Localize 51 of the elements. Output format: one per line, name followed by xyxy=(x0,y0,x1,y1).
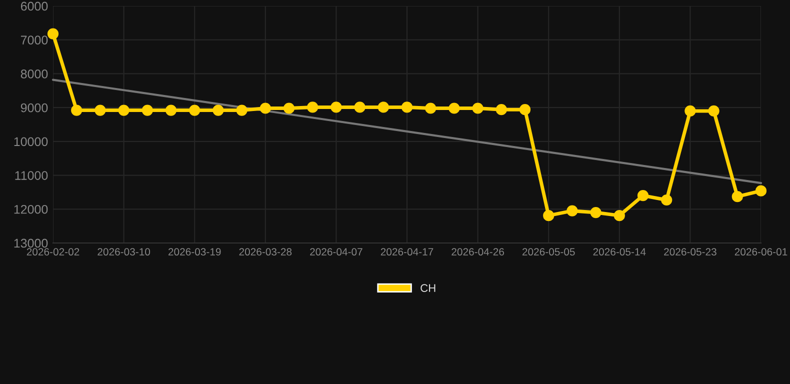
x-tick-label: 2026-03-19 xyxy=(168,248,221,256)
y-tick-label: 10000 xyxy=(14,137,48,146)
point xyxy=(661,194,672,206)
y-tick-label: 7000 xyxy=(20,36,48,45)
point xyxy=(378,102,389,113)
point xyxy=(71,104,82,116)
point xyxy=(142,104,153,116)
x-tick-label: 2026-03-10 xyxy=(98,248,150,256)
point xyxy=(47,28,59,40)
point xyxy=(448,102,460,114)
point xyxy=(732,191,743,202)
point xyxy=(566,205,578,216)
point xyxy=(283,102,295,114)
x-tick-label: 2026-05-05 xyxy=(522,248,575,256)
point xyxy=(614,210,625,222)
point xyxy=(519,104,531,116)
point xyxy=(260,102,271,114)
point xyxy=(425,102,436,114)
point xyxy=(590,206,602,218)
y-tick-label: 6000 xyxy=(20,2,48,11)
x-tick-label: 2026-04-07 xyxy=(310,248,362,256)
x-tick-label: 2026-04-26 xyxy=(452,248,504,256)
legend-label: CH xyxy=(420,284,436,292)
point xyxy=(165,104,177,116)
point xyxy=(755,185,767,196)
point xyxy=(401,102,413,113)
y-tick-label: 11000 xyxy=(15,171,48,180)
point xyxy=(307,102,318,113)
y-tick-label: 8000 xyxy=(20,70,48,78)
point xyxy=(189,104,200,116)
y-tick-label: 13000 xyxy=(14,238,48,248)
y-tick-label: 9000 xyxy=(20,103,48,112)
x-tick-label: 2026-02-02 xyxy=(26,248,80,256)
x-tick-label: 2026-03-28 xyxy=(239,248,292,256)
point xyxy=(472,102,484,114)
point xyxy=(330,102,342,113)
x-tick-label: 2026-04-17 xyxy=(380,248,434,256)
point xyxy=(354,102,366,113)
point xyxy=(496,104,507,116)
point xyxy=(637,190,649,202)
point xyxy=(684,105,696,117)
point xyxy=(94,104,106,116)
y-tick-label: 12000 xyxy=(14,204,48,214)
x-tick-label: 2026-05-23 xyxy=(664,248,716,256)
point xyxy=(118,104,130,116)
point xyxy=(236,104,248,116)
point xyxy=(212,104,224,116)
x-tick-label: 2026-05-14 xyxy=(593,248,646,256)
x-tick-label: 2026-06-01 xyxy=(734,248,788,256)
point xyxy=(543,210,554,222)
point xyxy=(708,105,720,117)
